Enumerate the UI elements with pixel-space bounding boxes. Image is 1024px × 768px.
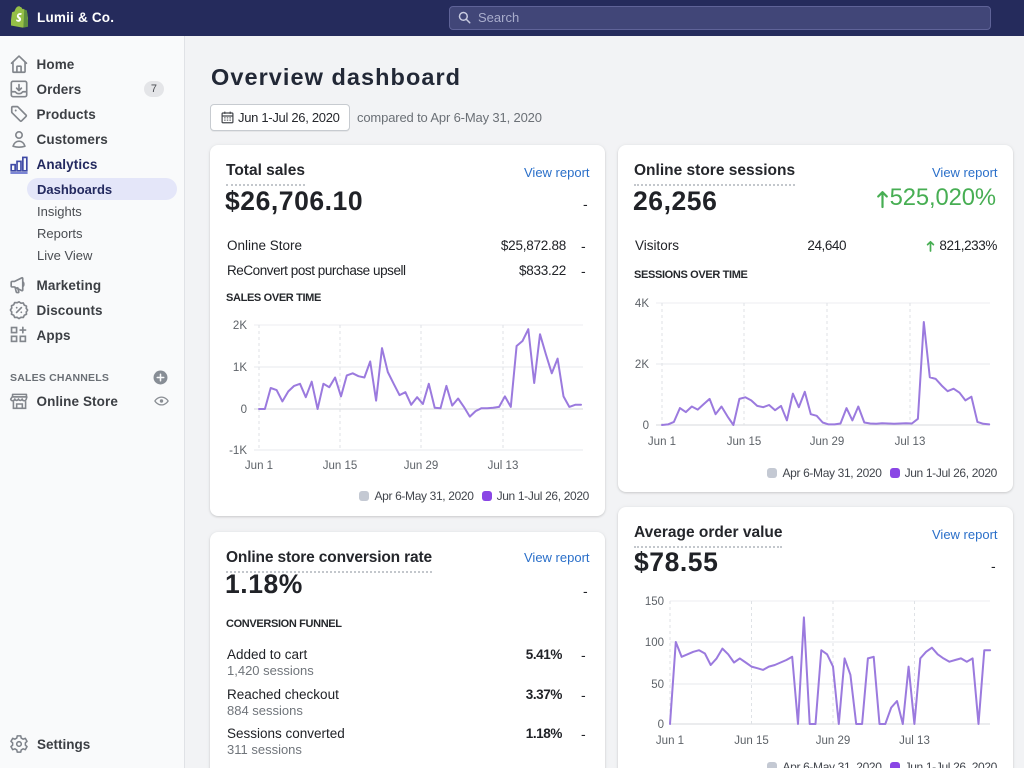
svg-text:Jun 1: Jun 1 (245, 460, 273, 472)
svg-text:100: 100 (645, 637, 664, 649)
svg-text:4K: 4K (635, 298, 649, 310)
svg-text:Jul 13: Jul 13 (488, 460, 519, 472)
svg-text:Jul 13: Jul 13 (899, 735, 930, 747)
svg-text:150: 150 (645, 596, 664, 608)
svg-text:-1K: -1K (229, 445, 247, 457)
svg-text:0: 0 (241, 404, 247, 416)
svg-text:2K: 2K (635, 359, 649, 371)
svg-text:Jul 13: Jul 13 (895, 436, 926, 448)
svg-text:50: 50 (651, 679, 664, 691)
svg-text:Jun 15: Jun 15 (734, 735, 769, 747)
svg-text:Jun 15: Jun 15 (727, 436, 762, 448)
svg-text:1K: 1K (233, 362, 247, 374)
svg-text:Jun 15: Jun 15 (323, 460, 358, 472)
svg-text:2K: 2K (233, 320, 247, 332)
svg-text:Jun 29: Jun 29 (810, 436, 845, 448)
svg-text:0: 0 (643, 420, 649, 432)
svg-text:Jun 29: Jun 29 (404, 460, 439, 472)
svg-text:Jun 29: Jun 29 (816, 735, 851, 747)
svg-text:0: 0 (658, 719, 664, 731)
svg-text:Jun 1: Jun 1 (648, 436, 676, 448)
svg-text:Jun 1: Jun 1 (656, 735, 684, 747)
